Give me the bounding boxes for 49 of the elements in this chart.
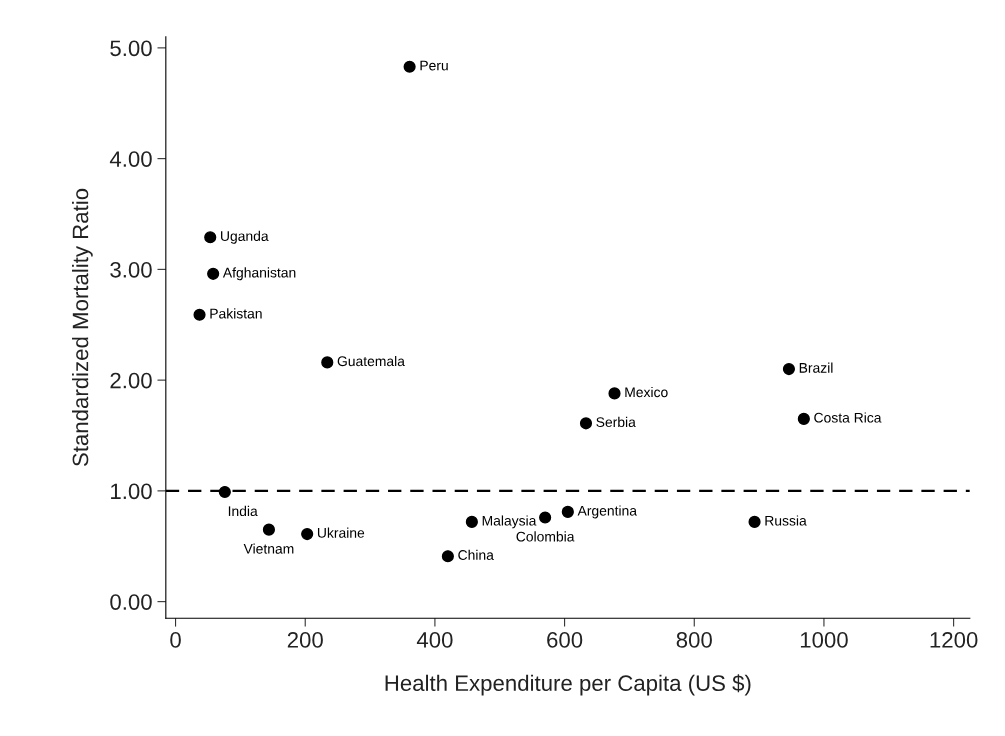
annotation: China [458, 549, 494, 560]
annotation: Guatemala [337, 355, 405, 367]
x-tick-label: 0 [170, 632, 181, 648]
annotation: Argentina [577, 505, 637, 519]
point [193, 308, 206, 321]
y-tick-label: 5.00 [110, 40, 152, 57]
point [204, 231, 217, 244]
annotation: Ukraine [317, 527, 365, 538]
point [218, 485, 231, 499]
point [539, 511, 552, 524]
x-axis-title: Health Expenditure per Capita (US $) [385, 674, 751, 696]
point [207, 267, 220, 280]
x-tick-label: 400 [416, 632, 453, 648]
point [579, 417, 593, 430]
x-tick-label: 1000 [800, 632, 848, 648]
y-tick-label: 2.00 [110, 372, 152, 389]
annotation: Uganda [221, 230, 269, 244]
point [782, 362, 795, 376]
y-tick-label: 4.00 [109, 151, 152, 167]
annotation: Serbia [596, 416, 636, 428]
y-tick-label: 1.00 [111, 483, 152, 500]
point [797, 412, 810, 425]
annotation: Peru [420, 60, 448, 71]
x-tick-label: 1200 [930, 632, 978, 648]
annotation: Afghanistan [222, 267, 296, 281]
y-axis-title: Standardized Mortality Ratio [72, 188, 93, 467]
point [608, 387, 621, 400]
annotation: India [228, 505, 258, 517]
annotation: Colombia [516, 531, 575, 542]
annotation: Russia [765, 515, 807, 526]
x-tick-label: 800 [676, 632, 712, 648]
y-tick-label: 3.00 [110, 261, 152, 278]
point [301, 527, 314, 541]
annotation: Brazil [799, 362, 833, 373]
x-tick-label: 600 [547, 632, 583, 648]
annotation: Mexico [625, 386, 668, 398]
annotation: Pakistan [210, 308, 262, 319]
y-tick-label: 0.00 [110, 594, 152, 610]
point [441, 550, 454, 563]
point [748, 515, 761, 528]
annotation: Costa Rica [814, 412, 882, 423]
point [465, 515, 478, 528]
annotation: Malaysia [482, 515, 537, 529]
point [561, 505, 574, 518]
annotation: Vietnam [243, 543, 294, 554]
point [262, 523, 275, 536]
point [321, 356, 334, 369]
point [403, 60, 416, 73]
x-tick-label: 200 [287, 632, 323, 648]
